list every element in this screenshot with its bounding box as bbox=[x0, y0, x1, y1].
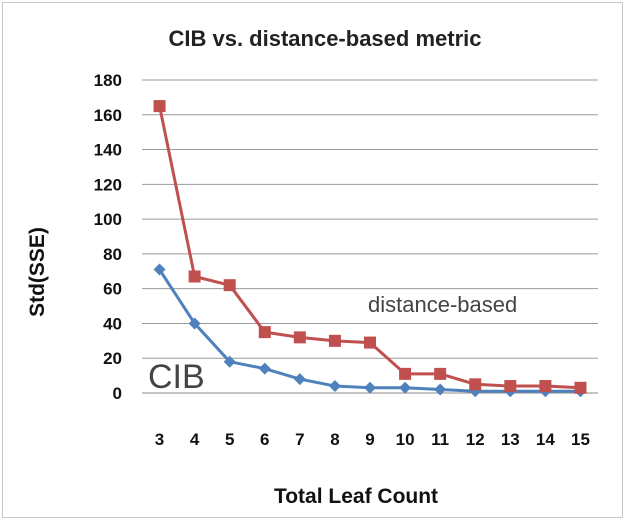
data-point bbox=[399, 381, 412, 394]
series-distance-based bbox=[153, 100, 587, 394]
data-point bbox=[188, 317, 201, 330]
data-point bbox=[293, 331, 306, 344]
x-tick-label: 12 bbox=[466, 430, 485, 449]
y-tick-label: 180 bbox=[94, 71, 122, 90]
data-point bbox=[364, 336, 376, 349]
data-point bbox=[434, 367, 447, 380]
data-point bbox=[153, 263, 166, 276]
data-point bbox=[539, 380, 552, 393]
x-tick-label: 6 bbox=[260, 430, 269, 449]
series-layer bbox=[153, 100, 587, 398]
data-point bbox=[223, 279, 236, 292]
y-axis-label: Std(SSE) bbox=[26, 227, 49, 317]
data-point bbox=[293, 373, 306, 386]
data-point bbox=[188, 270, 201, 283]
y-tick-label: 100 bbox=[94, 210, 122, 229]
data-point bbox=[328, 380, 341, 393]
y-tick-label: 140 bbox=[94, 141, 122, 160]
data-point bbox=[574, 381, 587, 394]
data-point bbox=[223, 355, 236, 368]
y-tick-label: 20 bbox=[103, 349, 122, 368]
y-tick-label: 80 bbox=[103, 245, 122, 264]
series-cib bbox=[153, 263, 587, 398]
data-point bbox=[504, 380, 517, 393]
x-tick-label: 13 bbox=[501, 430, 520, 449]
data-point bbox=[153, 100, 166, 113]
annotation-cib: CIB bbox=[148, 358, 205, 396]
data-point bbox=[469, 378, 482, 391]
x-tick-label: 8 bbox=[330, 430, 339, 449]
y-tick-label: 160 bbox=[94, 106, 122, 125]
x-tick-label: 15 bbox=[571, 430, 590, 449]
y-tick-labels: 0 20 40 60 80 100 120 140 160 180 bbox=[94, 71, 122, 403]
data-point bbox=[399, 367, 412, 380]
y-tick-label: 0 bbox=[113, 384, 122, 403]
x-tick-label: 14 bbox=[536, 430, 555, 449]
data-point bbox=[364, 381, 376, 394]
y-tick-label: 40 bbox=[103, 314, 122, 333]
data-point bbox=[434, 383, 447, 396]
x-tick-label: 7 bbox=[295, 430, 304, 449]
x-tick-label: 10 bbox=[396, 430, 415, 449]
series-line bbox=[158, 268, 581, 393]
x-tick-label: 4 bbox=[190, 430, 200, 449]
y-tick-label: 120 bbox=[94, 175, 122, 194]
data-point bbox=[258, 326, 271, 339]
grid-lines bbox=[142, 79, 598, 394]
chart-title: CIB vs. distance-based metric bbox=[168, 26, 481, 51]
x-tick-label: 5 bbox=[225, 430, 234, 449]
x-axis-label: Total Leaf Count bbox=[274, 485, 438, 508]
annotation-distance-based: distance-based bbox=[368, 292, 517, 317]
data-point bbox=[258, 362, 271, 375]
x-tick-label: 9 bbox=[365, 430, 374, 449]
x-tick-label: 11 bbox=[431, 430, 449, 449]
y-tick-label: 60 bbox=[103, 280, 122, 299]
x-tick-label: 3 bbox=[155, 430, 164, 449]
x-tick-labels: 3 4 5 6 7 8 9 10 11 12 13 14 15 bbox=[155, 430, 590, 449]
data-point bbox=[328, 334, 341, 347]
